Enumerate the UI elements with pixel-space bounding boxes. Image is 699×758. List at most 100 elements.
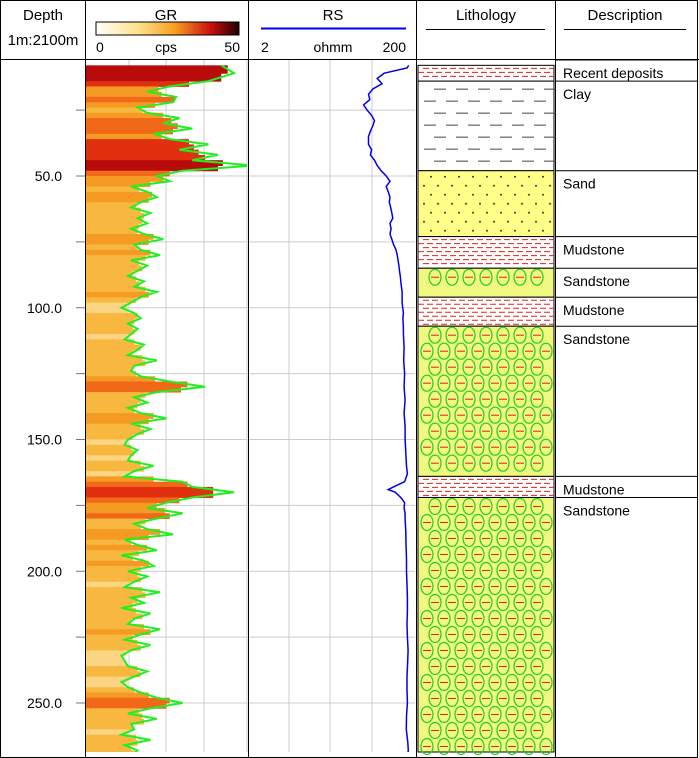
sand-dot [493,220,495,223]
gr-fill-band [86,286,146,293]
gr-fill-band [86,133,162,140]
sandstone-grain [471,406,485,424]
sandstone-grain [445,326,459,344]
sand-dot [521,220,523,223]
sandstone-grain [513,268,527,286]
sandstone-grain [539,641,553,660]
sandstone-grain [445,625,459,644]
gr-fill-band [86,560,149,567]
sandstone-grain [496,358,510,376]
gr-fill-band [86,592,146,599]
sand-dot [423,184,425,187]
sandstone-grain [471,342,485,360]
sandstone-grain [505,513,519,532]
gr-fill-band [86,676,128,683]
sand-dot [437,184,439,187]
gr-fill-band [86,154,206,161]
gr-fill-band [86,339,135,346]
sandstone-grain [496,390,510,408]
gr-fill-band [86,523,141,530]
sandstone-grain [539,545,553,564]
sand-dot [437,202,439,205]
sand-dot [549,202,551,205]
sandstone-grain [454,513,468,532]
sandstone-grain [471,609,485,628]
lithology-column [417,64,556,756]
sandstone-grain [488,641,502,660]
gr-fill-band [86,360,146,367]
sandstone-grain [445,422,459,440]
description-label: Mudstone [563,481,625,497]
gr-fill-band [86,497,180,504]
gr-fill-band [86,739,138,746]
description-label: Mudstone [563,302,625,318]
sandstone-grain [420,406,434,424]
gr-fill-band [86,444,132,451]
sandstone-grain [488,342,502,360]
gr-fill-band [86,96,175,103]
sand-dot [430,229,432,232]
sandstone-grain [479,268,493,286]
sand-dot [493,202,495,205]
rs-max-label: 200 [383,39,407,55]
sandstone-grain [505,342,519,360]
gr-fill-band [86,555,133,562]
sandstone-grain [530,689,544,708]
gr-fill-band [86,233,154,240]
sandstone-grain [505,609,519,628]
sandstone-grain [462,497,476,516]
sandstone-grain [513,721,527,740]
sand-dot [444,211,446,214]
gr-fill-band [86,65,228,74]
sandstone-grain [496,422,510,440]
sandstone-grain [522,438,536,456]
rs-curve [362,64,410,752]
sandstone-grain [522,342,536,360]
sandstone-grain [539,438,553,456]
gr-fill-band [86,255,146,261]
sandstone-grain [437,406,451,424]
sandstone-grain [428,326,442,344]
gr-fill-band [86,397,141,404]
sand-dot [535,220,537,223]
sand-dot [458,229,460,232]
gr-fill-band [86,144,194,151]
sandstone-grain [530,721,544,740]
sand-dot [507,184,509,187]
lithology-layer-mudstone [417,475,555,498]
lithology-fill [417,170,555,238]
sandstone-grain [505,705,519,724]
sandstone-grain [488,513,502,532]
gr-fill-band [86,407,135,414]
sandstone-grain [462,422,476,440]
sandstone-grain [479,454,493,472]
lithology-layer-mudstone [417,296,555,327]
sandstone-grain [530,422,544,440]
gr-fill-band [86,428,144,435]
gr-fill-band [86,181,151,188]
sandstone-grain [454,438,468,456]
gr-fill-band [86,471,130,477]
gr-fill-band [86,191,153,198]
gr-fill-band [86,539,132,546]
sandstone-grain [479,326,493,344]
lithology-fill [417,296,555,327]
sand-dot [486,193,488,196]
sandstone-grain [530,625,544,644]
description-label: Clay [563,86,591,102]
description-title: Description [587,7,662,24]
sand-dot [423,202,425,205]
gr-fill-band [86,613,143,620]
sandstone-grain [530,390,544,408]
depth-tick-label: 150.0 [27,432,62,448]
sand-dot [437,220,439,223]
lithology-layer-clay [417,80,556,172]
sand-dot [549,184,551,187]
gr-fill-band [86,450,135,456]
rs-min-label: 2 [261,39,269,55]
sandstone-grain [530,454,544,472]
sandstone-grain [471,641,485,660]
sandstone-grain [530,561,544,580]
gr-fill-band [86,170,170,177]
gr-fill-band [86,481,188,488]
